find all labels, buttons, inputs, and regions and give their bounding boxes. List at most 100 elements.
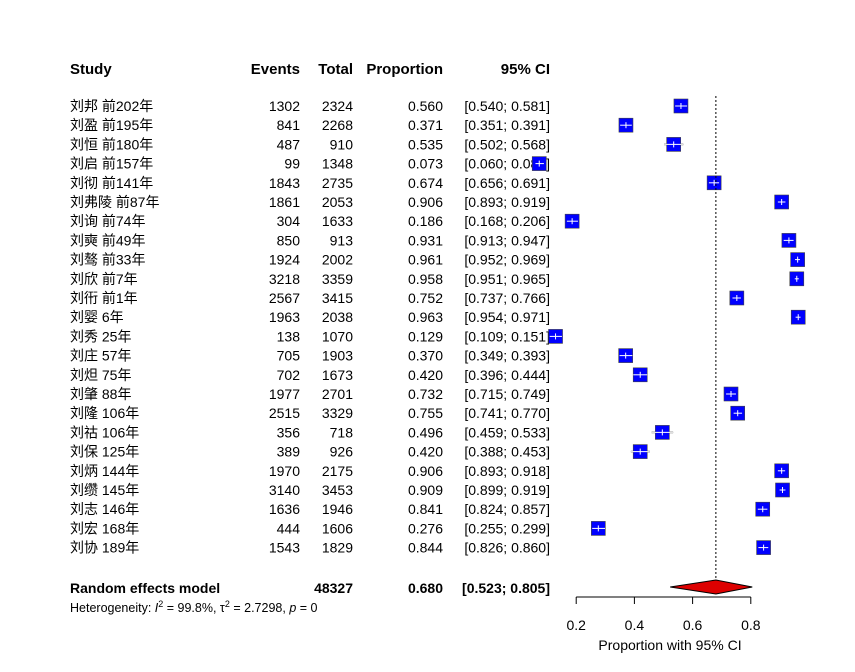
study-ci: [0.656; 0.691] <box>464 175 550 191</box>
study-ci: [0.060; 0.089] <box>464 156 550 172</box>
study-name: 刘保 125年 <box>70 444 139 460</box>
study-ci: [0.893; 0.918] <box>464 463 550 479</box>
study-row: 刘隆 106年 2515 3329 0.755 [0.741; 0.770] <box>70 405 746 421</box>
study-events: 841 <box>277 117 301 133</box>
header-total: Total <box>318 61 353 78</box>
study-proportion: 0.961 <box>408 252 443 268</box>
study-row: 刘宏 168年 444 1606 0.276 [0.255; 0.299] <box>70 520 606 536</box>
study-total: 3359 <box>322 271 353 287</box>
study-ci: [0.388; 0.453] <box>464 444 550 460</box>
study-proportion: 0.276 <box>408 520 443 536</box>
header-proportion: Proportion <box>366 61 443 78</box>
study-name: 刘祜 106年 <box>70 424 139 440</box>
study-proportion: 0.129 <box>408 328 443 344</box>
study-ci: [0.741; 0.770] <box>464 405 550 421</box>
study-ci: [0.351; 0.391] <box>464 117 550 133</box>
study-events: 2567 <box>269 290 300 306</box>
study-name: 刘隆 106年 <box>70 405 139 421</box>
study-total: 2701 <box>322 386 353 402</box>
study-total: 1946 <box>322 501 353 517</box>
study-proportion: 0.496 <box>408 424 443 440</box>
study-ci: [0.899; 0.919] <box>464 482 550 498</box>
study-events: 2515 <box>269 405 300 421</box>
study-name: 刘启 前157年 <box>70 156 153 172</box>
study-row: 刘奭 前49年 850 913 0.931 [0.913; 0.947] <box>70 232 797 248</box>
study-total: 1829 <box>322 540 353 556</box>
study-proportion: 0.674 <box>408 175 443 191</box>
study-events: 487 <box>277 136 301 152</box>
study-events: 1924 <box>269 252 300 268</box>
study-total: 3415 <box>322 290 353 306</box>
study-row: 刘骜 前33年 1924 2002 0.961 [0.952; 0.969] <box>70 252 805 268</box>
study-total: 2735 <box>322 175 353 191</box>
study-name: 刘宏 168年 <box>70 520 139 536</box>
study-row: 刘炟 75年 702 1673 0.420 [0.396; 0.444] <box>70 367 648 383</box>
study-ci: [0.540; 0.581] <box>464 98 550 114</box>
study-row: 刘询 前74年 304 1633 0.186 [0.168; 0.206] <box>70 213 580 229</box>
study-row: 刘肇 88年 1977 2701 0.732 [0.715; 0.749] <box>70 386 739 402</box>
study-ci: [0.109; 0.151] <box>464 328 550 344</box>
study-name: 刘衎 前1年 <box>70 290 138 306</box>
study-total: 1070 <box>322 328 353 344</box>
study-events: 138 <box>277 328 301 344</box>
study-total: 910 <box>330 136 354 152</box>
study-row: 刘恒 前180年 487 910 0.535 [0.502; 0.568] <box>70 136 684 152</box>
study-proportion: 0.844 <box>408 540 443 556</box>
pooled-label: Random effects model <box>70 580 220 596</box>
study-events: 1963 <box>269 309 300 325</box>
study-total: 1673 <box>322 367 353 383</box>
study-ci: [0.737; 0.766] <box>464 290 550 306</box>
study-ci: [0.168; 0.206] <box>464 213 550 229</box>
study-ci: [0.826; 0.860] <box>464 540 550 556</box>
study-name: 刘缵 145年 <box>70 482 139 498</box>
study-proportion: 0.186 <box>408 213 443 229</box>
study-name: 刘欣 前7年 <box>70 271 138 287</box>
study-events: 3140 <box>269 482 300 498</box>
study-row: 刘祜 106年 356 718 0.496 [0.459; 0.533] <box>70 424 674 440</box>
study-proportion: 0.535 <box>408 136 443 152</box>
study-ci: [0.459; 0.533] <box>464 424 550 440</box>
study-events: 3218 <box>269 271 300 287</box>
x-tick-label: 0.2 <box>566 617 586 633</box>
study-total: 1633 <box>322 213 353 229</box>
study-proportion: 0.073 <box>408 156 443 172</box>
study-total: 1348 <box>322 156 353 172</box>
study-total: 2038 <box>322 309 353 325</box>
study-proportion: 0.752 <box>408 290 443 306</box>
study-name: 刘秀 25年 <box>70 328 131 344</box>
pooled-ci: [0.523; 0.805] <box>462 580 550 596</box>
study-ci: [0.952; 0.969] <box>464 252 550 268</box>
pooled-proportion: 0.680 <box>408 580 443 596</box>
study-proportion: 0.732 <box>408 386 443 402</box>
study-events: 389 <box>277 444 301 460</box>
study-proportion: 0.560 <box>408 98 443 114</box>
study-proportion: 0.906 <box>408 463 443 479</box>
x-tick-label: 0.8 <box>741 617 761 633</box>
study-name: 刘骜 前33年 <box>70 252 145 268</box>
study-proportion: 0.906 <box>408 194 443 210</box>
study-row: 刘保 125年 389 926 0.420 [0.388; 0.453] <box>70 444 650 460</box>
study-proportion: 0.963 <box>408 309 443 325</box>
study-row: 刘衎 前1年 2567 3415 0.752 [0.737; 0.766] <box>70 290 745 306</box>
x-axis: 0.2 0.4 0.6 0.8 Proportion with 95% CI <box>566 596 761 653</box>
study-ci: [0.502; 0.568] <box>464 136 550 152</box>
study-row: 刘炳 144年 1970 2175 0.906 [0.893; 0.918] <box>70 463 789 479</box>
study-total: 1903 <box>322 348 353 364</box>
study-name: 刘炟 75年 <box>70 367 131 383</box>
header-ci: 95% CI <box>501 61 550 78</box>
study-row: 刘欣 前7年 3218 3359 0.958 [0.951; 0.965] <box>70 271 805 287</box>
study-name: 刘询 前74年 <box>70 213 145 229</box>
study-row: 刘志 146年 1636 1946 0.841 [0.824; 0.857] <box>70 501 771 517</box>
study-events: 1861 <box>269 194 300 210</box>
study-row: 刘启 前157年 99 1348 0.073 [0.060; 0.089] <box>70 156 550 172</box>
study-events: 1977 <box>269 386 300 402</box>
study-events: 1970 <box>269 463 300 479</box>
study-total: 2175 <box>322 463 353 479</box>
heterogeneity-text: Heterogeneity: I2 = 99.8%, τ2 = 2.7298, … <box>70 599 318 615</box>
x-tick-label: 0.4 <box>625 617 645 633</box>
study-name: 刘婴 6年 <box>70 309 124 325</box>
study-ci: [0.954; 0.971] <box>464 309 550 325</box>
study-total: 926 <box>330 444 354 460</box>
study-name: 刘志 146年 <box>70 501 139 517</box>
study-ci: [0.255; 0.299] <box>464 520 550 536</box>
